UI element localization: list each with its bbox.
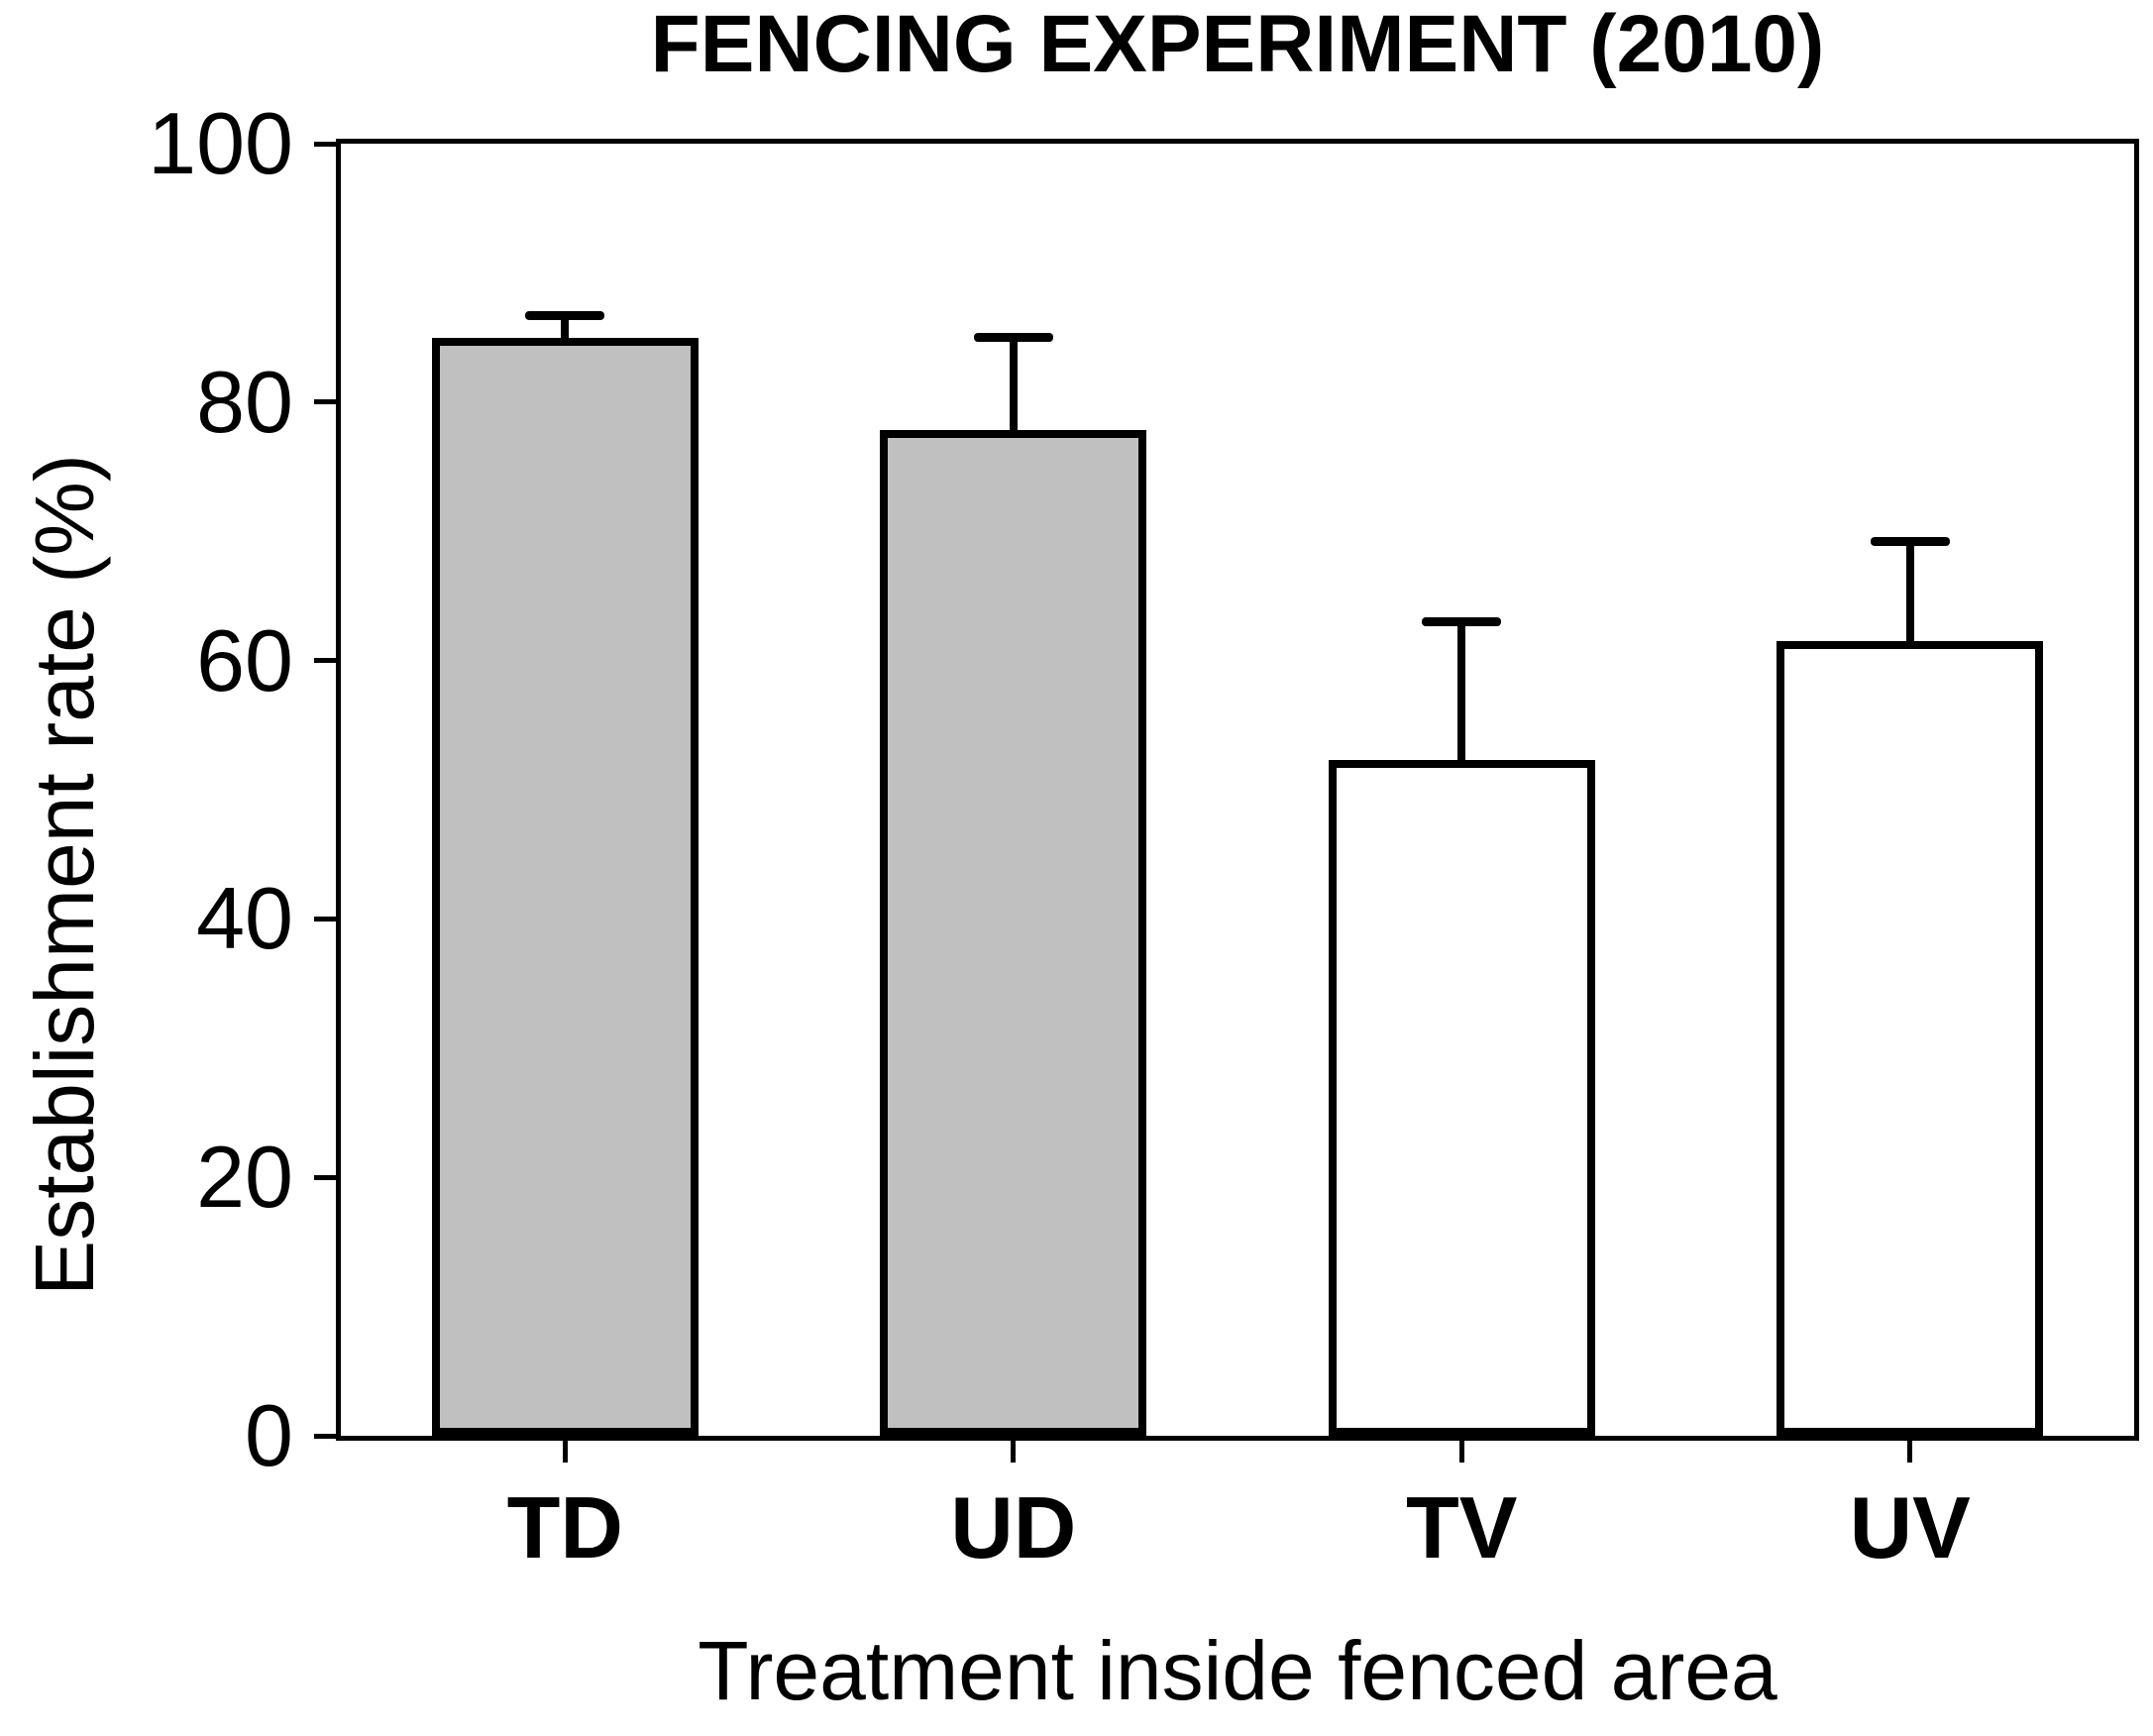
y-axis-tick	[314, 1174, 336, 1180]
x-axis-tick	[1458, 1441, 1464, 1463]
y-tick-label: 0	[245, 1386, 293, 1484]
x-axis-tick	[1907, 1441, 1913, 1463]
x-axis-tick	[562, 1441, 568, 1463]
bar-uv	[1776, 641, 2044, 1436]
error-bar-cap	[1422, 616, 1502, 626]
plot-area	[336, 139, 2139, 1441]
y-axis-tick	[314, 658, 336, 664]
y-axis-title-box: Establishment rate (%)	[0, 144, 129, 1436]
error-bar-cap	[1870, 537, 1950, 547]
error-bar-cap	[973, 333, 1053, 343]
error-bar-stem	[1905, 541, 1914, 642]
x-category-label-ud: UD	[950, 1478, 1077, 1576]
bar-ud	[880, 430, 1147, 1436]
error-bar-stem	[561, 315, 570, 338]
bar-td	[431, 337, 699, 1436]
error-bar-stem	[1457, 621, 1466, 760]
x-category-label-tv: TV	[1406, 1478, 1518, 1576]
error-bar-cap	[525, 310, 605, 320]
x-axis-title: Treatment inside fenced area	[698, 1624, 1777, 1717]
y-tick-label: 20	[196, 1128, 293, 1227]
y-axis-title: Establishment rate (%)	[18, 454, 111, 1296]
y-axis-tick	[314, 1433, 336, 1439]
bar-tv	[1328, 760, 1595, 1436]
error-bar-stem	[1009, 337, 1018, 431]
y-tick-label: 100	[148, 94, 293, 192]
y-tick-label: 40	[196, 869, 293, 968]
x-category-label-td: TD	[506, 1478, 623, 1576]
y-tick-label: 80	[196, 352, 293, 451]
y-axis-tick	[314, 916, 336, 922]
x-category-label-uv: UV	[1849, 1478, 1971, 1576]
y-tick-label: 60	[196, 610, 293, 709]
y-axis-tick	[314, 399, 336, 405]
y-axis-tick	[314, 141, 336, 147]
chart-title: FENCING EXPERIMENT (2010)	[650, 0, 1825, 89]
x-axis-tick	[1011, 1441, 1017, 1463]
